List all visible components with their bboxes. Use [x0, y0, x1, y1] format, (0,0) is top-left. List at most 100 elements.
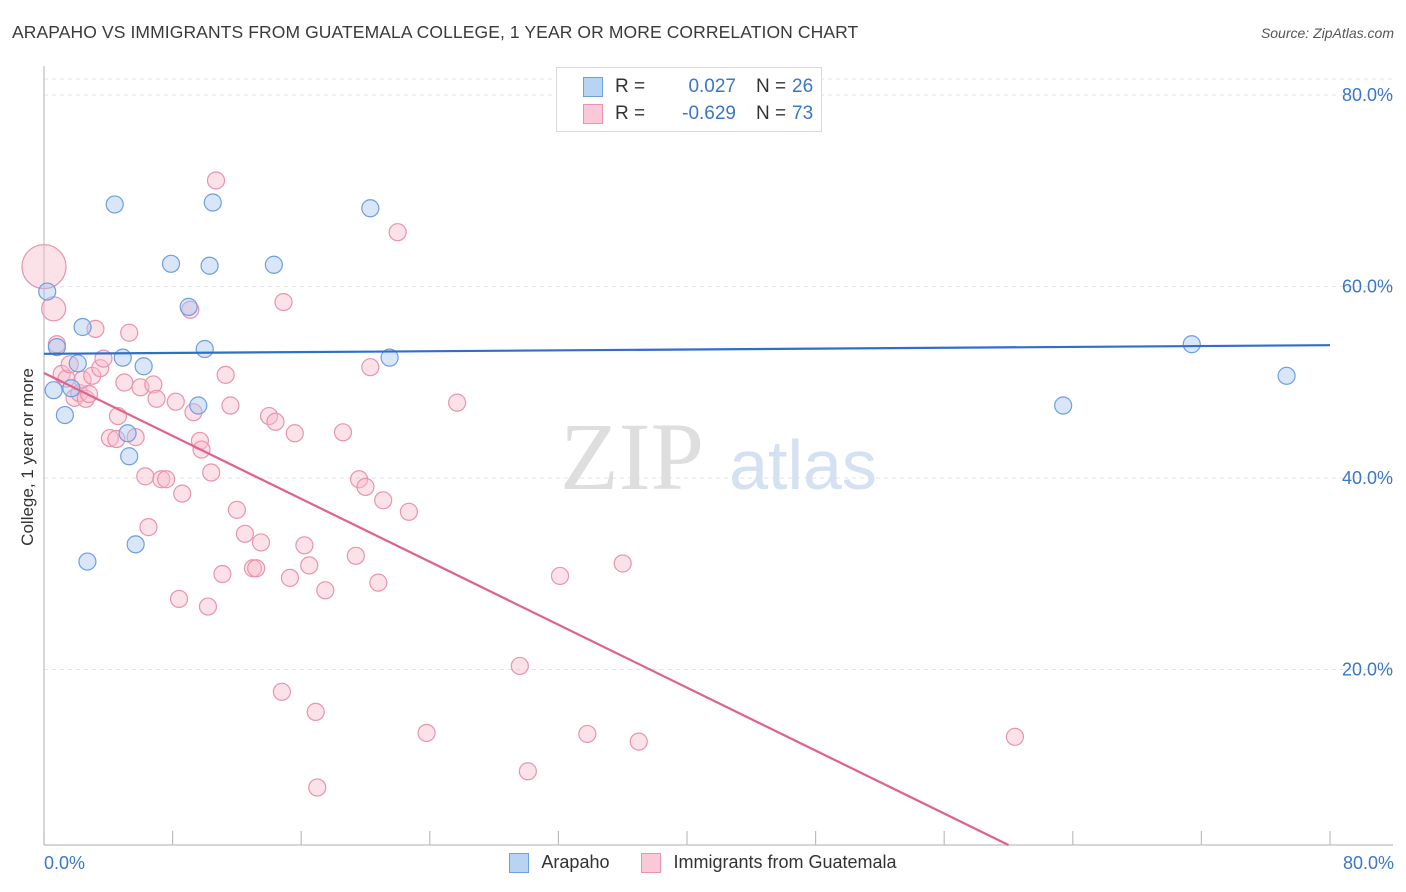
guatemala-point	[91, 359, 110, 378]
guatemala-point	[107, 429, 126, 449]
guatemala-point	[198, 597, 218, 616]
guatemala-point	[181, 300, 200, 319]
guatemala-point	[206, 171, 226, 190]
legend-item-arapaho: Arapaho	[509, 852, 609, 873]
guatemala-point	[448, 393, 467, 412]
guatemala-point	[388, 223, 407, 242]
arapaho-point	[1054, 396, 1073, 415]
arapaho-point	[38, 282, 57, 301]
guatemala-point	[157, 470, 176, 489]
legend-row-arapaho: R = 0.027 N = 26	[583, 75, 813, 99]
arapaho-point	[134, 357, 153, 376]
guatemala-point	[280, 568, 300, 587]
legend-label-guatemala: Immigrants from Guatemala	[673, 852, 897, 872]
guatemala-point	[300, 556, 319, 575]
guatemala-point	[136, 467, 155, 486]
guatemala-point	[173, 484, 192, 503]
arapaho-point	[380, 348, 399, 367]
y-tick-labels: 20.0% 40.0% 60.0% 80.0%	[1342, 85, 1393, 680]
guatemala-point	[169, 589, 189, 609]
axes	[43, 66, 1393, 846]
watermark-atlas: atlas	[729, 426, 877, 504]
guatemala-point	[306, 702, 325, 722]
y-tick-label: 80.0%	[1342, 85, 1393, 105]
guatemala-point	[221, 396, 240, 415]
guatemala-legend-swatch	[641, 852, 662, 873]
y-tick-label: 20.0%	[1342, 660, 1393, 680]
arapaho-point	[78, 552, 97, 571]
guatemala-point	[361, 358, 380, 377]
watermark-zip: ZIP	[560, 403, 704, 510]
x-axis-max-label: 80.0%	[1342, 853, 1394, 873]
r-label: R =	[615, 76, 646, 97]
arapaho-trend-line	[43, 344, 1331, 355]
guatemala-trend-line	[43, 371, 1009, 846]
guatemala-point	[266, 412, 285, 431]
y-tick-label: 60.0%	[1342, 277, 1393, 297]
guatemala-point	[629, 732, 648, 751]
guatemala-point	[144, 375, 163, 394]
n-value: 73	[792, 103, 814, 124]
arapaho-point	[118, 424, 137, 443]
watermark: ZIP atlas	[560, 403, 877, 510]
arapaho-point	[68, 354, 87, 373]
guatemala-point	[613, 554, 632, 573]
arapaho-point	[44, 381, 63, 400]
guatemala-point	[166, 392, 185, 411]
arapaho-point	[105, 195, 124, 214]
source-label: Source: ZipAtlas.com	[1260, 25, 1394, 41]
guatemala-point	[356, 477, 375, 496]
guatemala-point	[510, 656, 529, 676]
guatemala-point	[202, 463, 221, 482]
arapaho-point	[161, 254, 181, 273]
arapaho-point	[73, 317, 92, 337]
legend-label-arapaho: Arapaho	[541, 852, 610, 872]
arapaho-legend-swatch	[509, 852, 530, 873]
arapaho-point	[120, 447, 139, 466]
arapaho-point	[1182, 335, 1201, 354]
guatemala-point	[308, 778, 327, 797]
arapaho-point	[113, 348, 132, 367]
arapaho-point	[1277, 366, 1296, 385]
correlation-legend: R = 0.027 N = 26 R = -0.629 N = 73	[556, 67, 822, 132]
r-value: 0.027	[688, 76, 736, 97]
arapaho-point	[126, 535, 145, 554]
guatemala-point	[21, 244, 67, 290]
guatemala-point	[333, 423, 353, 442]
guatemala-point	[120, 323, 139, 342]
guatemala-point	[147, 389, 166, 408]
guatemala-point	[100, 428, 120, 448]
guatemala-swatch	[583, 104, 603, 124]
trend-lines	[43, 344, 1331, 846]
gridlines	[44, 78, 1393, 670]
arapaho-point	[200, 256, 219, 275]
r-value: -0.629	[682, 103, 736, 124]
guatemala-point	[115, 373, 134, 392]
guatemala-point	[1005, 727, 1025, 746]
y-tick-label: 40.0%	[1342, 468, 1393, 488]
guatemala-point	[369, 573, 388, 592]
x-axis-min-label: 0.0%	[44, 853, 86, 873]
guatemala-point	[285, 424, 304, 443]
n-value: 26	[792, 76, 814, 97]
arapaho-point	[361, 199, 380, 218]
guatemala-point	[417, 723, 436, 743]
guatemala-point	[578, 724, 597, 744]
guatemala-point	[518, 762, 537, 781]
legend-row-guatemala: R = -0.629 N = 73	[583, 102, 813, 126]
guatemala-point	[374, 491, 393, 510]
series-legend: Arapaho Immigrants from Guatemala	[0, 852, 1406, 873]
guatemala-point	[216, 365, 235, 384]
arapaho-point	[264, 255, 283, 274]
guatemala-point	[152, 470, 171, 489]
arapaho-point	[55, 405, 74, 425]
guatemala-point	[227, 500, 246, 519]
guatemala-point	[272, 682, 292, 701]
arapaho-swatch	[583, 77, 603, 97]
guatemala-point	[139, 518, 158, 537]
guatemala-point	[274, 292, 293, 312]
guatemala-point	[247, 559, 266, 578]
chart-title: ARAPAHO VS IMMIGRANTS FROM GUATEMALA COL…	[12, 22, 859, 42]
n-label: N =	[756, 76, 787, 97]
guatemala-point	[550, 566, 570, 586]
